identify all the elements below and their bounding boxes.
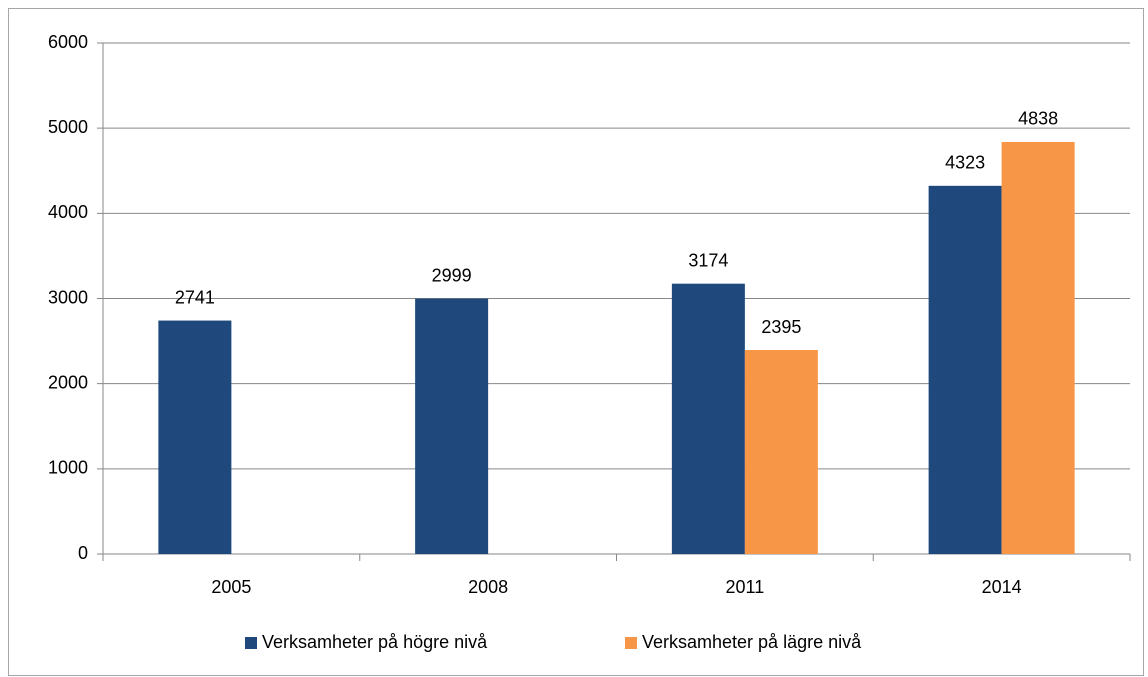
x-tick-label: 2008 (468, 577, 508, 597)
x-tick-label: 2014 (982, 577, 1022, 597)
bar (1001, 141, 1075, 554)
bar (415, 298, 489, 554)
y-tick-label: 3000 (48, 287, 88, 307)
legend-label: Verksamheter på högre nivå (262, 632, 488, 652)
y-tick-label: 4000 (48, 202, 88, 222)
data-label: 2741 (175, 287, 215, 307)
x-tick-label: 2011 (726, 577, 765, 597)
data-label: 4838 (1018, 109, 1058, 129)
legend-label: Verksamheter på lägre nivå (642, 632, 862, 652)
bar (744, 350, 818, 554)
y-tick-label: 2000 (48, 372, 88, 392)
y-tick-label: 6000 (48, 32, 88, 52)
data-label: 2395 (761, 317, 801, 337)
data-label: 2999 (432, 265, 472, 285)
x-tick-label: 2005 (211, 577, 251, 597)
data-label: 4323 (945, 153, 985, 173)
bar (928, 185, 1002, 554)
legend-swatch (625, 637, 637, 649)
data-label: 3174 (688, 250, 728, 270)
y-tick-label: 5000 (48, 117, 88, 137)
y-tick-label: 0 (78, 543, 88, 563)
bar (671, 283, 745, 554)
bar (158, 320, 232, 554)
legend-swatch (245, 637, 257, 649)
y-tick-label: 1000 (48, 458, 88, 478)
